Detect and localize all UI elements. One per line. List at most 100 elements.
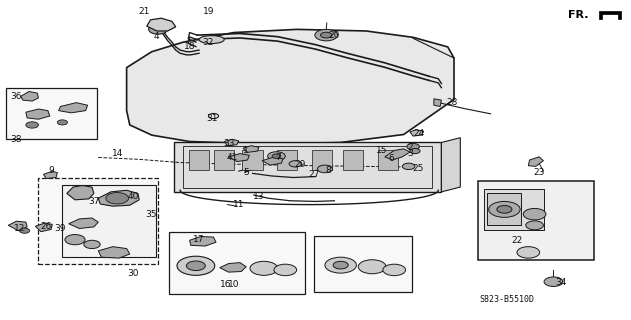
Circle shape <box>497 205 512 213</box>
Polygon shape <box>410 130 424 136</box>
Circle shape <box>325 257 357 273</box>
Circle shape <box>274 264 297 276</box>
Polygon shape <box>220 263 246 272</box>
FancyBboxPatch shape <box>314 236 412 292</box>
Text: 2: 2 <box>407 143 413 152</box>
Polygon shape <box>174 142 442 192</box>
Circle shape <box>65 235 85 245</box>
Circle shape <box>272 154 281 158</box>
Text: 23: 23 <box>533 168 545 177</box>
Circle shape <box>488 201 520 217</box>
Text: 7: 7 <box>275 153 281 162</box>
Polygon shape <box>243 146 259 152</box>
Circle shape <box>315 29 338 41</box>
Text: 21: 21 <box>139 7 150 16</box>
Text: 27: 27 <box>309 170 320 179</box>
Polygon shape <box>35 223 52 232</box>
Circle shape <box>523 208 546 220</box>
Polygon shape <box>67 186 94 200</box>
Circle shape <box>268 152 285 161</box>
Text: 24: 24 <box>414 129 425 138</box>
FancyBboxPatch shape <box>487 194 521 225</box>
Text: 10: 10 <box>228 280 239 289</box>
Text: 8: 8 <box>325 166 331 175</box>
Circle shape <box>358 260 386 274</box>
Polygon shape <box>442 138 460 192</box>
Polygon shape <box>98 247 130 258</box>
Text: 14: 14 <box>112 149 123 158</box>
Text: 1: 1 <box>244 146 249 155</box>
Polygon shape <box>147 18 175 31</box>
Text: 39: 39 <box>55 224 66 233</box>
Text: 17: 17 <box>193 235 205 244</box>
FancyBboxPatch shape <box>478 181 594 260</box>
Text: 18: 18 <box>184 42 196 52</box>
Text: 3: 3 <box>407 149 413 158</box>
Polygon shape <box>434 99 442 107</box>
Circle shape <box>403 163 415 170</box>
Polygon shape <box>69 218 98 228</box>
Circle shape <box>526 221 543 230</box>
Text: S823-B5510D: S823-B5510D <box>479 295 534 304</box>
Polygon shape <box>189 150 209 170</box>
Circle shape <box>20 228 30 233</box>
Circle shape <box>517 247 540 258</box>
Text: 15: 15 <box>376 146 387 155</box>
Circle shape <box>289 161 302 167</box>
FancyBboxPatch shape <box>484 189 544 230</box>
Text: 11: 11 <box>233 200 244 209</box>
Circle shape <box>149 25 168 34</box>
Polygon shape <box>214 150 234 170</box>
Circle shape <box>26 122 38 128</box>
Polygon shape <box>21 92 38 101</box>
Circle shape <box>177 256 215 275</box>
FancyBboxPatch shape <box>62 186 156 257</box>
Polygon shape <box>44 171 57 179</box>
Circle shape <box>84 240 100 249</box>
Text: 22: 22 <box>511 236 522 245</box>
Text: 38: 38 <box>11 135 22 144</box>
Text: 26: 26 <box>40 222 52 231</box>
Text: 28: 28 <box>447 98 458 107</box>
FancyBboxPatch shape <box>38 178 158 264</box>
Polygon shape <box>385 149 410 160</box>
Text: 33: 33 <box>223 139 234 148</box>
Text: 19: 19 <box>203 7 214 16</box>
Text: 32: 32 <box>203 38 214 47</box>
Text: 9: 9 <box>48 166 54 175</box>
Text: 30: 30 <box>127 268 139 278</box>
Text: 5: 5 <box>244 168 249 177</box>
Polygon shape <box>242 150 262 170</box>
Polygon shape <box>599 11 621 19</box>
Circle shape <box>410 148 420 154</box>
Ellipse shape <box>199 36 224 44</box>
Circle shape <box>250 261 278 275</box>
Polygon shape <box>59 103 88 113</box>
Text: 6: 6 <box>388 154 394 163</box>
FancyBboxPatch shape <box>6 88 97 139</box>
Polygon shape <box>8 221 27 231</box>
Polygon shape <box>228 154 249 162</box>
Polygon shape <box>277 150 297 170</box>
Text: 34: 34 <box>555 278 567 287</box>
Text: 13: 13 <box>253 192 264 201</box>
Circle shape <box>544 277 563 286</box>
Polygon shape <box>189 236 216 246</box>
Circle shape <box>383 264 406 276</box>
FancyBboxPatch shape <box>170 232 305 294</box>
Text: 29: 29 <box>294 160 305 169</box>
Text: 25: 25 <box>413 164 424 173</box>
Polygon shape <box>98 190 139 206</box>
Text: 12: 12 <box>14 224 25 233</box>
Polygon shape <box>378 150 398 170</box>
Text: 37: 37 <box>88 197 100 206</box>
Text: 35: 35 <box>144 210 156 219</box>
Text: 31: 31 <box>206 114 217 123</box>
Text: 20: 20 <box>329 31 340 40</box>
Text: 41: 41 <box>227 153 238 162</box>
Circle shape <box>186 261 205 270</box>
Text: 36: 36 <box>11 92 22 101</box>
Circle shape <box>333 261 348 269</box>
Polygon shape <box>343 150 363 170</box>
Circle shape <box>317 165 333 173</box>
